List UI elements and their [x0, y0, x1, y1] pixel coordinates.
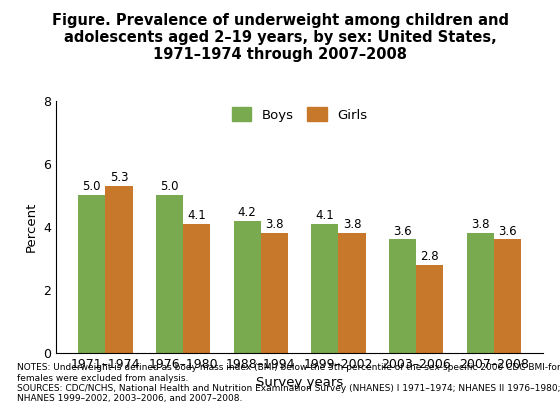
Text: 4.2: 4.2 [238, 206, 256, 218]
Legend: Boys, Girls: Boys, Girls [232, 108, 367, 122]
X-axis label: Survey years: Survey years [256, 376, 343, 389]
Bar [494, 239, 521, 353]
Text: 2.8: 2.8 [421, 250, 439, 263]
Text: 3.8: 3.8 [471, 218, 489, 231]
Text: 5.3: 5.3 [110, 171, 128, 184]
Bar [338, 233, 366, 353]
Bar [234, 220, 261, 353]
Bar [156, 195, 183, 353]
Text: 5.0: 5.0 [82, 181, 101, 193]
Text: NOTES: Underweight is defined as body mass index (BMI) below the 5th percentile : NOTES: Underweight is defined as body ma… [17, 363, 560, 404]
Text: 4.1: 4.1 [187, 209, 206, 222]
Text: 3.6: 3.6 [498, 225, 517, 237]
Text: 5.0: 5.0 [160, 181, 179, 193]
Text: 3.8: 3.8 [343, 218, 361, 231]
Bar [105, 186, 133, 353]
Bar [466, 233, 494, 353]
Text: 4.1: 4.1 [315, 209, 334, 222]
Text: 3.8: 3.8 [265, 218, 283, 231]
Bar [261, 233, 288, 353]
Bar [78, 195, 105, 353]
Text: 3.6: 3.6 [393, 225, 412, 237]
Bar [311, 223, 338, 353]
Text: Figure. Prevalence of underweight among children and
adolescents aged 2–19 years: Figure. Prevalence of underweight among … [52, 13, 508, 63]
Bar [183, 223, 210, 353]
Bar [389, 239, 416, 353]
Bar [416, 265, 444, 353]
Y-axis label: Percent: Percent [25, 202, 38, 252]
